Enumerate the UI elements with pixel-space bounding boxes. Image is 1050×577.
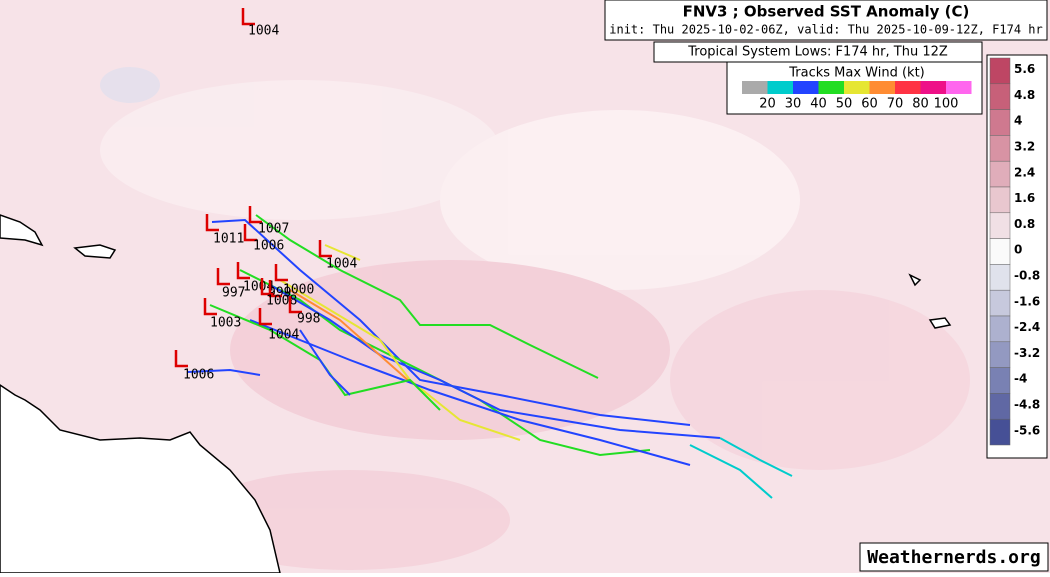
colorbar-label: -4: [1014, 372, 1027, 386]
colorbar-swatch: [989, 83, 1011, 110]
low-pressure-label: 1004: [243, 280, 274, 295]
low-marker: [205, 214, 219, 232]
wind-swatch: [767, 81, 793, 94]
colorbar-label: -2.4: [1014, 320, 1040, 334]
low-pressure-label: 1011: [213, 232, 244, 247]
low-pressure-label: 998: [297, 312, 320, 327]
colorbar: 5.6 4.8 4 3.2 2.4 1.6 0.8 0 -0.8 -1.6 -2.4 -3.2 -4 -4…: [989, 57, 1040, 446]
wind-swatch: [793, 81, 819, 94]
low-pressure-label: 1000: [283, 283, 314, 298]
colorbar-swatch: [989, 57, 1011, 85]
low-pressure-label: 1006: [253, 239, 284, 254]
low-pressure-label: 1007: [258, 222, 289, 237]
low-marker: [241, 8, 255, 26]
wind-swatch: [869, 81, 895, 94]
colorbar-swatch: [989, 315, 1011, 343]
lows-title: Tropical System Lows: F174 hr, Thu 12Z: [687, 45, 948, 60]
low-marker: [318, 240, 332, 258]
colorbar-label: 0: [1014, 243, 1022, 257]
wind-label: 40: [810, 97, 827, 112]
colorbar-label: 5.6: [1014, 62, 1035, 76]
wind-swatch: [818, 81, 844, 94]
subtitle: init: Thu 2025-10-02-06Z, valid: Thu 202…: [609, 23, 1042, 37]
low-pressure-label: 1004: [268, 328, 299, 343]
colorbar-label: -3.2: [1014, 346, 1040, 360]
wind-label: 20: [759, 97, 776, 112]
low-pressure-label: 1006: [183, 368, 214, 383]
colorbar-label: -5.6: [1014, 423, 1040, 437]
low-pressure-label: 1004: [326, 257, 357, 272]
wind-legend: 20 30 40 50 60 70 80 100: [742, 81, 972, 112]
low-pressure-label: 1008: [266, 294, 297, 309]
colorbar-swatch: [989, 212, 1011, 239]
low-marker: [236, 262, 250, 280]
colorbar-swatch: [989, 135, 1011, 162]
colorbar-label: 4: [1014, 114, 1022, 128]
title-box: [604, 0, 1048, 41]
colorbar-swatch: [989, 367, 1011, 394]
colorbar-label: 2.4: [1014, 165, 1035, 179]
wind-label: 70: [887, 97, 904, 112]
colorbar-swatch: [989, 289, 1011, 317]
wind-swatch: [844, 81, 870, 94]
wind-swatch: [742, 81, 768, 94]
wind-swatch: [920, 81, 946, 94]
low-marker: [268, 280, 282, 298]
wind-legend-title: Tracks Max Wind (kt): [788, 66, 925, 81]
colorbar-label: -1.6: [1014, 294, 1040, 308]
wind-swatch: [946, 81, 972, 94]
wind-swatch: [895, 81, 921, 94]
wind-label: 50: [836, 97, 853, 112]
colorbar-swatch: [989, 264, 1011, 291]
colorbar-label: 0.8: [1014, 217, 1035, 231]
low-marker: [274, 264, 288, 282]
title: FNV3 ; Observed SST Anomaly (C): [683, 3, 970, 21]
colorbar-label: 4.8: [1014, 88, 1035, 102]
low-marker: [174, 350, 188, 368]
tracks: [187, 214, 793, 499]
wind-label: 80: [912, 97, 929, 112]
colorbar-swatch: [989, 393, 1011, 420]
low-pressure-label: 997: [222, 286, 245, 301]
colorbar-swatch: [989, 418, 1011, 446]
low-marker: [243, 224, 257, 242]
low-marker: [203, 298, 217, 316]
colorbar-label: -4.8: [1014, 398, 1040, 412]
low-pressure-label: 1003: [210, 316, 241, 331]
low-marker: [288, 296, 302, 314]
watermark: Weathernerds.org: [867, 547, 1040, 568]
low-pressure-label: 1004: [248, 24, 279, 39]
colorbar-swatch: [989, 238, 1011, 265]
low-marker: [216, 268, 230, 286]
colorbar-swatch: [989, 186, 1011, 214]
low-marker: [248, 206, 262, 224]
wind-label: 30: [785, 97, 802, 112]
wind-label: 60: [861, 97, 878, 112]
wind-label: 100: [934, 97, 959, 112]
colorbar-swatch: [989, 160, 1011, 188]
colorbar-swatch: [989, 109, 1011, 136]
colorbar-label: 1.6: [1014, 191, 1035, 205]
colorbar-label: -0.8: [1014, 269, 1040, 283]
colorbar-label: 3.2: [1014, 140, 1035, 154]
low-marker: [258, 308, 272, 326]
land: [0, 214, 952, 574]
colorbar-swatch: [989, 341, 1011, 368]
watermark-box: [859, 542, 1049, 572]
